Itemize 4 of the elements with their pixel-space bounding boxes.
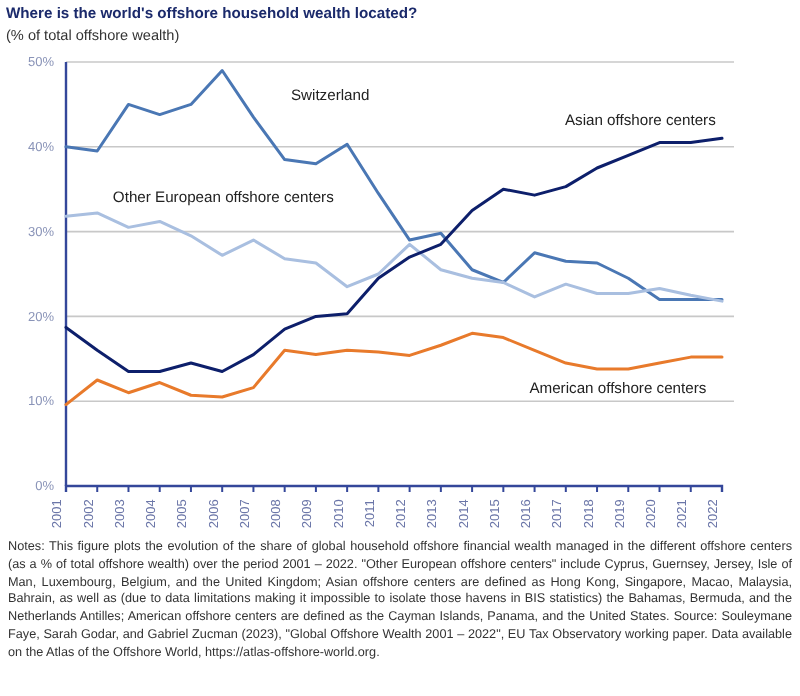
line-series [64,331,724,407]
line-series [64,136,724,374]
line-series [64,68,724,301]
line-series [64,211,724,303]
